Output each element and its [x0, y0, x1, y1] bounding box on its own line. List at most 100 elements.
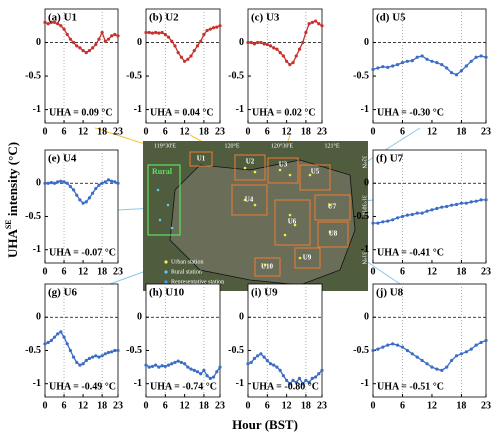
point [297, 376, 302, 380]
point [43, 181, 47, 185]
point [246, 362, 250, 366]
x-tick-label: 23 [481, 126, 491, 137]
y-tick-label: -0.5 [25, 70, 41, 81]
point [425, 362, 429, 366]
point [425, 209, 429, 213]
lon-label: 120°30'E [271, 142, 293, 149]
point [202, 32, 206, 37]
y-label-rest: intensity (°C) [5, 142, 20, 219]
point [110, 350, 114, 354]
point [100, 181, 104, 185]
urban-box [314, 194, 351, 221]
x-tick-label: 12 [282, 126, 292, 137]
uha-annotation: UHA = -0.30 °C [377, 107, 444, 118]
point [479, 340, 483, 345]
x-tick-label: 12 [180, 126, 190, 137]
point [78, 198, 82, 202]
y-tick-label: -1 [33, 104, 41, 115]
point [425, 57, 429, 61]
point [459, 69, 464, 73]
point [215, 25, 219, 29]
point [262, 42, 266, 46]
y-tick-label: 0 [137, 37, 142, 48]
panel: -1 -0.5 0 0 6 12 18 23 (e) U4 UHA = -0.07 °C [25, 149, 123, 277]
point [395, 216, 400, 220]
x-tick-label: 23 [215, 126, 225, 137]
panel: -1 -0.5 0 0 6 12 18 23 (h) U10 UHA = -0.74 °C [126, 283, 225, 411]
point [320, 24, 324, 28]
y-tick-label: -1 [236, 378, 244, 389]
region-label: U1 [197, 155, 206, 163]
point [211, 375, 216, 379]
point [183, 362, 187, 366]
point [144, 30, 148, 35]
station [288, 213, 292, 217]
urban-box [234, 154, 266, 181]
x-tick-label: 18 [199, 400, 209, 411]
panel-title: (j) U8 [376, 287, 404, 299]
point [56, 22, 60, 26]
station [170, 226, 174, 230]
point [113, 32, 117, 37]
panel: -1 -0.5 0 0 6 12 18 23 (i) U9 UHA = -0.80 °C [228, 283, 327, 411]
point [259, 40, 263, 45]
point [65, 32, 69, 37]
x-tick-label: 18 [301, 400, 311, 411]
x-tick-label: 6 [400, 266, 405, 277]
point [371, 221, 375, 225]
point [469, 59, 473, 63]
panel-title: (d) U5 [376, 12, 406, 24]
point [91, 355, 95, 359]
plot-frame [44, 149, 119, 264]
point [186, 57, 190, 61]
point [75, 193, 79, 197]
x-tick-label: 23 [215, 400, 225, 411]
point [52, 20, 57, 25]
x-tick-label: 12 [78, 126, 88, 137]
point [484, 55, 488, 59]
point [291, 378, 295, 382]
point [59, 179, 63, 183]
x-tick-label: 23 [113, 126, 123, 137]
plot-frame [145, 283, 221, 398]
point [110, 179, 114, 183]
panel: -1 -0.5 0 0 6 12 18 23 (f) U7 UHA = -0.41 °C [353, 149, 491, 277]
point [249, 360, 253, 365]
x-tick-label: 6 [400, 126, 405, 137]
point [304, 378, 308, 382]
point [469, 200, 473, 204]
point [405, 59, 409, 63]
x-tick-label: 18 [97, 266, 107, 277]
x-tick-label: 18 [97, 400, 107, 411]
point [56, 180, 60, 184]
point [166, 35, 171, 39]
point [415, 355, 419, 359]
panel: -1 -0.5 0 0 6 12 18 23 (c) U3 UHA = 0.02 °C [228, 8, 327, 137]
y-tick-label: 0 [239, 312, 244, 323]
point [49, 20, 53, 25]
point [376, 347, 380, 351]
point [94, 354, 98, 358]
point [100, 354, 104, 358]
plot-frame [247, 8, 323, 124]
lat-label: 32°N [361, 156, 368, 169]
point [259, 352, 263, 356]
point [371, 67, 375, 71]
x-tick-label: 18 [456, 400, 466, 411]
point [78, 46, 82, 50]
point [272, 46, 276, 50]
y-tick-label: -1 [361, 104, 369, 115]
point [94, 186, 98, 191]
point [249, 40, 253, 45]
region-label: U4 [245, 196, 254, 204]
point [59, 24, 63, 28]
point [84, 200, 88, 204]
point [150, 364, 155, 369]
point [81, 362, 85, 366]
point [464, 64, 468, 68]
point [208, 376, 212, 380]
x-tick-label: 0 [371, 126, 376, 137]
region-label: U5 [311, 168, 320, 176]
point [113, 348, 117, 353]
uha-annotation: UHA = 0.09 °C [49, 107, 113, 118]
